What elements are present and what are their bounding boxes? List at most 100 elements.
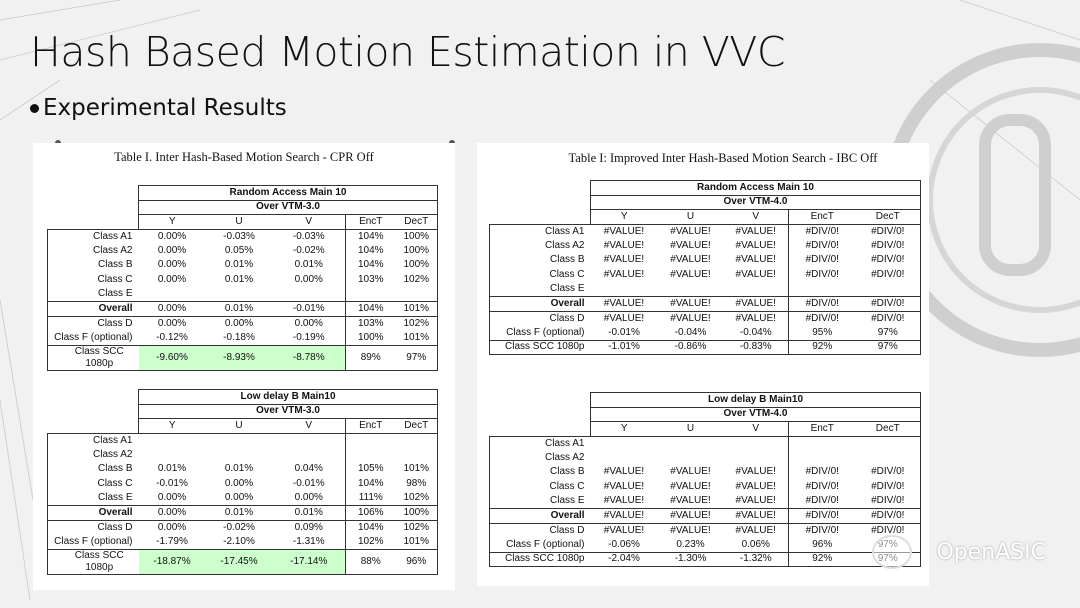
cell-u: -2.10%: [223, 535, 255, 547]
cell-dect: [855, 282, 921, 297]
baseline-header: Over VTM-4.0: [590, 194, 921, 210]
empty-cell: [490, 181, 591, 196]
cell-y: -18.87%: [138, 548, 206, 575]
table-row: Class F (optional) -1.79% -2.10% -1.31% 102%…: [47, 534, 438, 549]
cell-y: #VALUE!: [590, 522, 658, 538]
row-label: Class SCC 1080p: [47, 548, 139, 575]
cell-v: #VALUE!: [735, 466, 776, 478]
cell-y: [138, 432, 206, 448]
column-header-row: Y U V EncT DecT: [490, 421, 921, 436]
cell-v: -0.83%: [723, 339, 789, 355]
column-header-v: V: [305, 419, 313, 431]
cell-y: #VALUE!: [603, 495, 645, 506]
cell-v: -1.32%: [723, 551, 789, 567]
cell-v: #VALUE!: [735, 254, 776, 266]
cell-y: -2.04%: [590, 551, 658, 567]
row-label: Class E: [47, 491, 139, 506]
cell-u: 0.00%: [224, 492, 254, 503]
mode-header-row: Low delay B Main10: [490, 392, 921, 408]
row-label: Class C: [489, 267, 591, 282]
mode-header: Low delay B Main10: [138, 389, 438, 405]
row-label: Class F (optional): [47, 534, 139, 549]
row-label: Overall: [47, 301, 139, 316]
cell-enct: 95%: [788, 325, 856, 340]
row-label: Class F (optional): [47, 330, 139, 345]
column-header-y: Y: [138, 418, 206, 433]
empty-cell: [48, 404, 139, 419]
cell-v: 0.04%: [294, 463, 323, 475]
wechat-icon: [872, 535, 912, 569]
cell-dect: [395, 287, 438, 302]
cell-y: #VALUE!: [590, 296, 658, 311]
row-label: Class SCC 1080p: [47, 344, 139, 371]
mode-header: Random Access Main 10: [138, 185, 438, 201]
cell-v: 0.00%: [272, 315, 346, 331]
cell-dect: 101%: [395, 330, 438, 345]
cell-dect: 97%: [855, 339, 921, 355]
row-label: Class C: [489, 479, 591, 494]
column-header-y: Y: [590, 421, 658, 436]
table-row: Class C -0.01% 0.00% -0.01% 104% 98%: [47, 476, 438, 491]
baseline-header: Over VTM-3.0: [138, 403, 438, 419]
row-label: Class D: [47, 315, 139, 331]
slide-title: Hash Based Motion Estimation in VVC: [30, 28, 785, 76]
cell-dect: 102%: [395, 315, 438, 331]
cell-enct: 104%: [345, 301, 396, 316]
cell-enct: #DIV/0!: [788, 522, 856, 538]
mode-header-row: Random Access Main 10: [490, 180, 921, 196]
cell-y: 0.00%: [138, 301, 206, 316]
cell-dect: [395, 432, 438, 448]
cell-v: [724, 451, 789, 466]
cell-u: -0.02%: [205, 519, 273, 535]
column-header-u: U: [686, 210, 695, 222]
row-label: Class F (optional): [489, 537, 591, 552]
column-header-y: Y: [138, 214, 206, 229]
cell-u: 0.00%: [205, 315, 273, 331]
cell-y: -0.01%: [608, 326, 640, 338]
cell-y: -1.01%: [590, 339, 658, 355]
row-label: Class B: [489, 253, 591, 268]
cell-v: -0.01%: [272, 301, 346, 316]
cell-dect: #DIV/0!: [855, 253, 921, 268]
cell-u: #VALUE!: [657, 310, 724, 326]
cell-u: 0.01%: [205, 505, 273, 520]
cell-y: 0.00%: [138, 505, 206, 520]
cell-v: #VALUE!: [723, 508, 789, 523]
cell-u: [206, 287, 273, 302]
cell-u: #VALUE!: [670, 254, 711, 266]
table-row: Class A1 #VALUE! #VALUE! #VALUE! #DIV/0! #DIV…: [489, 223, 921, 239]
cell-v: [273, 448, 346, 463]
cell-v: 0.01%: [272, 505, 346, 520]
cell-u: #VALUE!: [670, 466, 711, 478]
table-row: Class E: [489, 282, 921, 297]
column-header-dect: DecT: [395, 418, 438, 433]
table-row: Overall 0.00% 0.01% 0.01% 106% 100%: [47, 505, 438, 520]
baseline-header: Over VTM-3.0: [138, 199, 438, 215]
cell-y: 0.00%: [138, 228, 206, 244]
mode-header-row: Random Access Main 10: [48, 185, 438, 201]
cell-dect: #DIV/0!: [855, 479, 921, 494]
cell-dect: 100%: [395, 243, 438, 258]
cell-enct: [345, 287, 396, 302]
row-label: Class A1: [47, 228, 139, 244]
empty-cell: [48, 200, 139, 215]
cell-dect: 96%: [395, 548, 438, 575]
cell-y: 0.00%: [157, 259, 187, 271]
cell-enct: #DIV/0!: [788, 310, 856, 326]
cell-enct: [788, 450, 856, 465]
cell-enct: 111%: [345, 491, 396, 506]
cell-dect: 101%: [395, 534, 438, 549]
cell-enct: 88%: [345, 548, 396, 575]
table-image-ibc-off: Table I: Improved Inter Hash-Based Motio…: [477, 143, 929, 586]
cell-enct: #DIV/0!: [788, 267, 856, 282]
cell-y: -0.12%: [156, 331, 188, 343]
cell-enct: #DIV/0!: [788, 465, 856, 480]
cell-enct: #DIV/0!: [788, 238, 856, 253]
mode-header-row: Low delay B Main10: [48, 389, 438, 405]
table-row: Class C #VALUE! #VALUE! #VALUE! #DIV/0! #DIV/…: [489, 267, 921, 282]
cell-enct: 103%: [345, 315, 396, 331]
bullet-dot-icon: [30, 104, 39, 113]
cell-enct: 103%: [345, 272, 396, 287]
row-label: Overall: [47, 505, 139, 520]
cell-v: [723, 435, 789, 451]
